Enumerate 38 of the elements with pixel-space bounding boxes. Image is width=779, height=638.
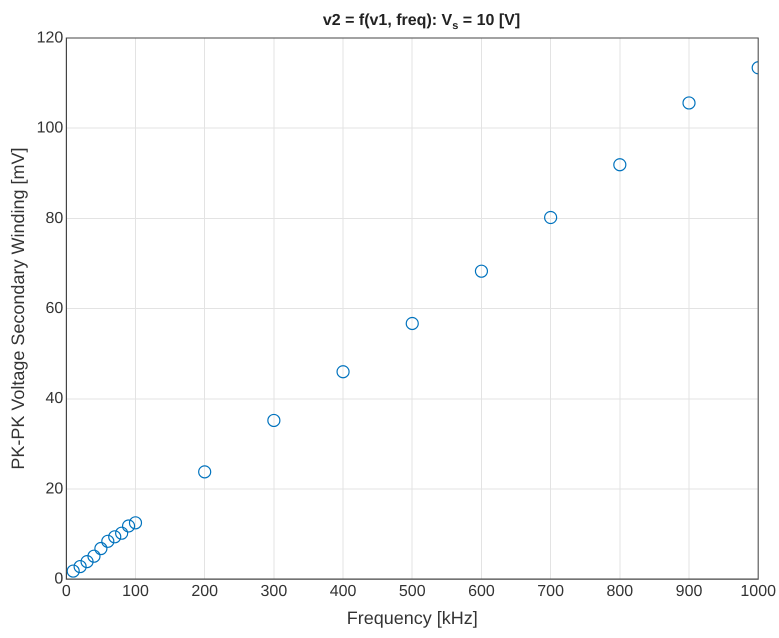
y-tick-label: 0 xyxy=(54,570,64,588)
x-tick-label: 100 xyxy=(122,583,149,600)
x-tick-label: 700 xyxy=(537,583,564,600)
point xyxy=(108,530,122,544)
point xyxy=(74,560,87,574)
y-tick-label: 120 xyxy=(36,29,64,46)
chart-title: v2 = f(v1, freq): V$_{s}$ = 10 [V] xyxy=(322,12,522,32)
point xyxy=(66,564,80,578)
y-tick-label: 40 xyxy=(46,390,64,408)
x-tick-label: 300 xyxy=(260,583,288,600)
point xyxy=(122,519,136,533)
x-tick-label: 200 xyxy=(191,583,218,600)
point xyxy=(474,264,488,278)
point xyxy=(406,316,419,330)
y-axis-title: PK-PK Voltage Secondary Winding [mV] xyxy=(8,148,28,470)
point xyxy=(101,534,114,548)
point xyxy=(115,526,128,540)
point xyxy=(80,555,94,568)
x-tick-label: 400 xyxy=(330,583,357,600)
point xyxy=(682,96,696,110)
point xyxy=(544,210,558,224)
point xyxy=(198,465,212,478)
point xyxy=(267,414,280,428)
x-tick-label: 800 xyxy=(606,583,634,600)
x-tick-label: 500 xyxy=(398,583,426,600)
point xyxy=(336,365,350,378)
y-tick-label: 60 xyxy=(46,300,64,318)
point xyxy=(128,516,142,530)
x-tick-label: 600 xyxy=(468,583,495,600)
y-tick-label: 80 xyxy=(46,210,64,227)
x-axis-title: Frequency [kHz] xyxy=(346,608,478,628)
point xyxy=(87,550,101,563)
y-tick-label: 100 xyxy=(36,120,64,137)
point xyxy=(94,542,108,556)
point xyxy=(613,158,626,172)
x-tick-label: 1000 xyxy=(740,583,776,600)
x-tick-label: 900 xyxy=(676,583,702,600)
y-tick-label: 20 xyxy=(46,480,64,498)
